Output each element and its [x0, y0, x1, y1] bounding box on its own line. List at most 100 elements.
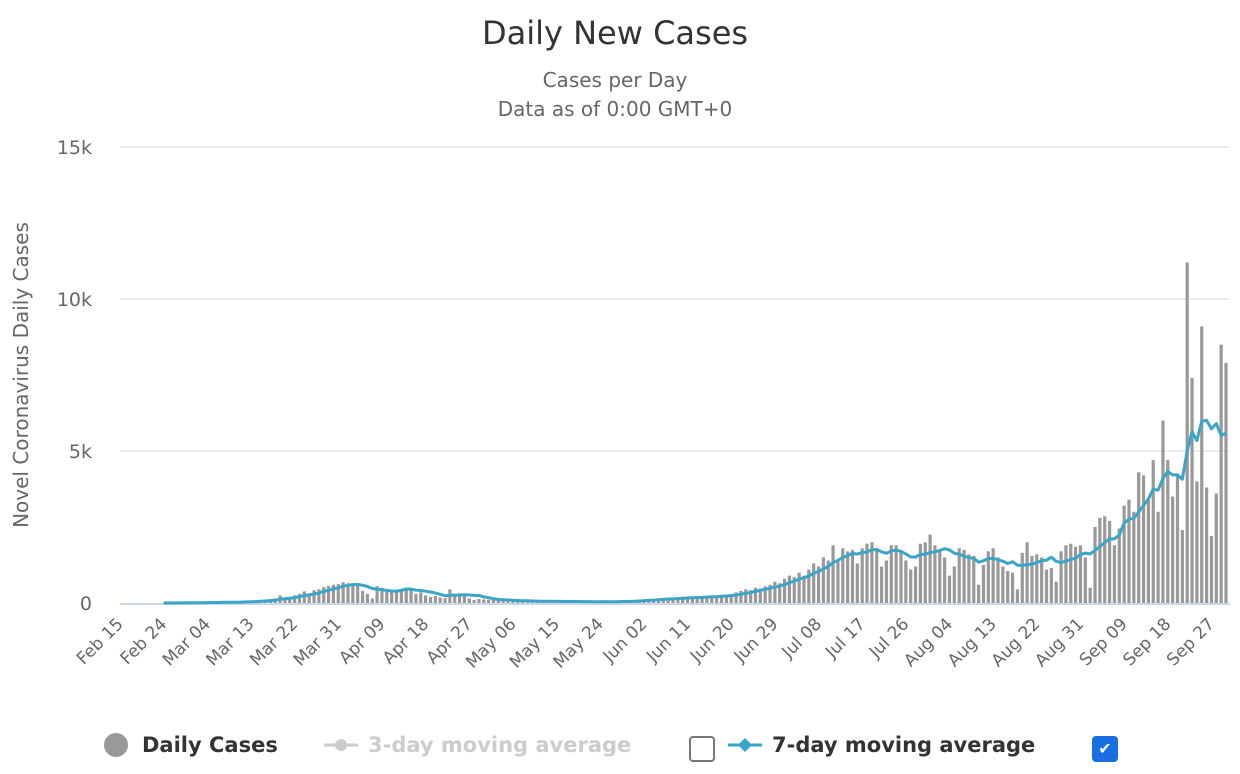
bar [1141, 475, 1146, 603]
y-tick-label: 15k [57, 137, 92, 159]
bar [807, 569, 811, 603]
bar [1069, 543, 1073, 603]
bar [705, 596, 709, 603]
bar [933, 545, 937, 603]
bar [719, 595, 724, 603]
x-tick-label: Apr 18 [379, 614, 433, 668]
bar [360, 590, 365, 603]
bar [821, 557, 825, 603]
bar [516, 601, 520, 603]
bar [1156, 511, 1160, 603]
bar [1127, 499, 1131, 603]
bar [467, 598, 471, 603]
bar [307, 593, 311, 603]
bar [812, 563, 816, 603]
bar [433, 596, 437, 603]
legend-item-daily-cases[interactable]: Daily Cases [104, 728, 278, 762]
bar [297, 593, 302, 603]
bar [1195, 481, 1199, 603]
bar [472, 599, 476, 603]
bar [841, 548, 845, 603]
bar [428, 596, 433, 603]
bar [341, 582, 345, 603]
bar [894, 545, 898, 603]
bar [909, 569, 913, 603]
bar [462, 594, 467, 603]
bar [947, 575, 952, 603]
bar [879, 566, 884, 603]
legend-item-7-day-average[interactable]: 7-day moving average [728, 728, 1035, 762]
bar [797, 572, 801, 603]
bar [312, 590, 316, 603]
bar [981, 565, 986, 603]
x-tick-label: Jul 17 [821, 614, 869, 662]
bar [787, 575, 792, 603]
bar [1010, 572, 1015, 603]
bar [409, 587, 413, 603]
bar [710, 595, 714, 603]
bar [778, 583, 782, 603]
bar [1224, 362, 1228, 603]
x-tick-label: Jun 20 [686, 614, 739, 667]
bar [977, 584, 981, 603]
bar [671, 598, 675, 603]
bar [676, 597, 680, 603]
bar [336, 584, 340, 603]
bar [1200, 326, 1204, 603]
bar [802, 575, 806, 603]
bar [1049, 568, 1053, 603]
x-tick-label: Apr 09 [335, 614, 389, 668]
chart-title: Daily New Cases [482, 14, 748, 52]
bar [1146, 499, 1150, 603]
bar [816, 566, 821, 603]
legend: Daily Cases 3-day moving average 7-day m… [0, 728, 1240, 764]
bar [477, 599, 481, 603]
chart-subtitle-1: Cases per Day [543, 68, 688, 92]
bar [899, 551, 903, 603]
bar [996, 557, 1000, 603]
bar [453, 593, 457, 603]
checkmark-icon: ✔ [1098, 739, 1112, 758]
bar [283, 597, 287, 603]
x-tick-label: Mar 22 [246, 614, 302, 670]
ma3-checkbox[interactable] [689, 736, 715, 762]
x-tick-label: Jun 02 [599, 614, 652, 667]
bar [331, 584, 336, 603]
bar [487, 599, 491, 603]
bar [1098, 517, 1102, 603]
bar [952, 566, 956, 603]
bar [870, 542, 874, 603]
bar [943, 557, 947, 603]
bar [681, 596, 685, 603]
bar [1166, 460, 1170, 603]
bar [351, 584, 355, 603]
y-tick-label: 0 [80, 593, 92, 615]
x-tick-label: Sep 18 [1119, 614, 1175, 670]
bar [1001, 566, 1005, 603]
bar [695, 596, 699, 603]
bar [1103, 516, 1107, 603]
bar [1219, 344, 1223, 603]
x-tick-label: Feb 15 [73, 614, 128, 669]
bar [443, 598, 447, 603]
bar [744, 589, 748, 603]
x-tick-label: Mar 13 [203, 614, 259, 670]
seven-day-average-line [163, 418, 1227, 605]
bar [1171, 496, 1175, 603]
bar [1185, 262, 1189, 603]
bar [1151, 460, 1155, 603]
bar [380, 587, 384, 603]
diamond-marker-icon [728, 738, 762, 752]
bar [457, 593, 462, 603]
bar [1132, 511, 1136, 603]
bar [904, 560, 908, 603]
ma7-checkbox[interactable]: ✔ [1092, 736, 1118, 762]
bar [1180, 530, 1184, 603]
bar [685, 597, 690, 603]
bar [768, 584, 772, 603]
legend-item-3-day-average[interactable]: 3-day moving average [324, 728, 631, 762]
bar [1112, 545, 1117, 603]
bar [1122, 505, 1126, 603]
x-tick-label: Sep 27 [1163, 614, 1219, 670]
bar [923, 542, 927, 603]
